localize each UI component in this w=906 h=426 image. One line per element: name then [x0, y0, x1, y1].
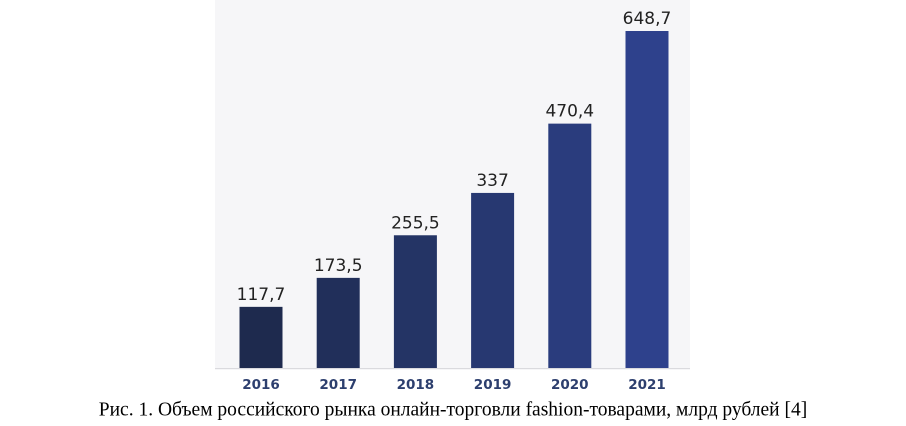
caption: Рис. 1. Объем российского рынка онлайн-т…	[99, 399, 807, 420]
x-tick-label: 2020	[551, 377, 589, 393]
x-tick-label: 2016	[242, 377, 280, 393]
plot-background	[215, 0, 690, 370]
bar	[239, 306, 283, 368]
value-label: 173,5	[314, 256, 363, 276]
x-tick-label: 2017	[319, 377, 357, 393]
bar	[393, 235, 437, 368]
value-label: 470,4	[545, 102, 594, 122]
bar	[548, 123, 592, 368]
value-label: 648,7	[623, 9, 672, 29]
x-tick-label: 2019	[474, 377, 512, 393]
bar	[316, 277, 360, 368]
bar	[625, 31, 669, 368]
value-label: 255,5	[391, 213, 440, 233]
x-tick-label: 2021	[628, 377, 666, 393]
bar	[471, 192, 515, 368]
value-label: 117,7	[237, 285, 286, 305]
x-tick-label: 2018	[397, 377, 435, 393]
value-label: 337	[476, 171, 508, 191]
